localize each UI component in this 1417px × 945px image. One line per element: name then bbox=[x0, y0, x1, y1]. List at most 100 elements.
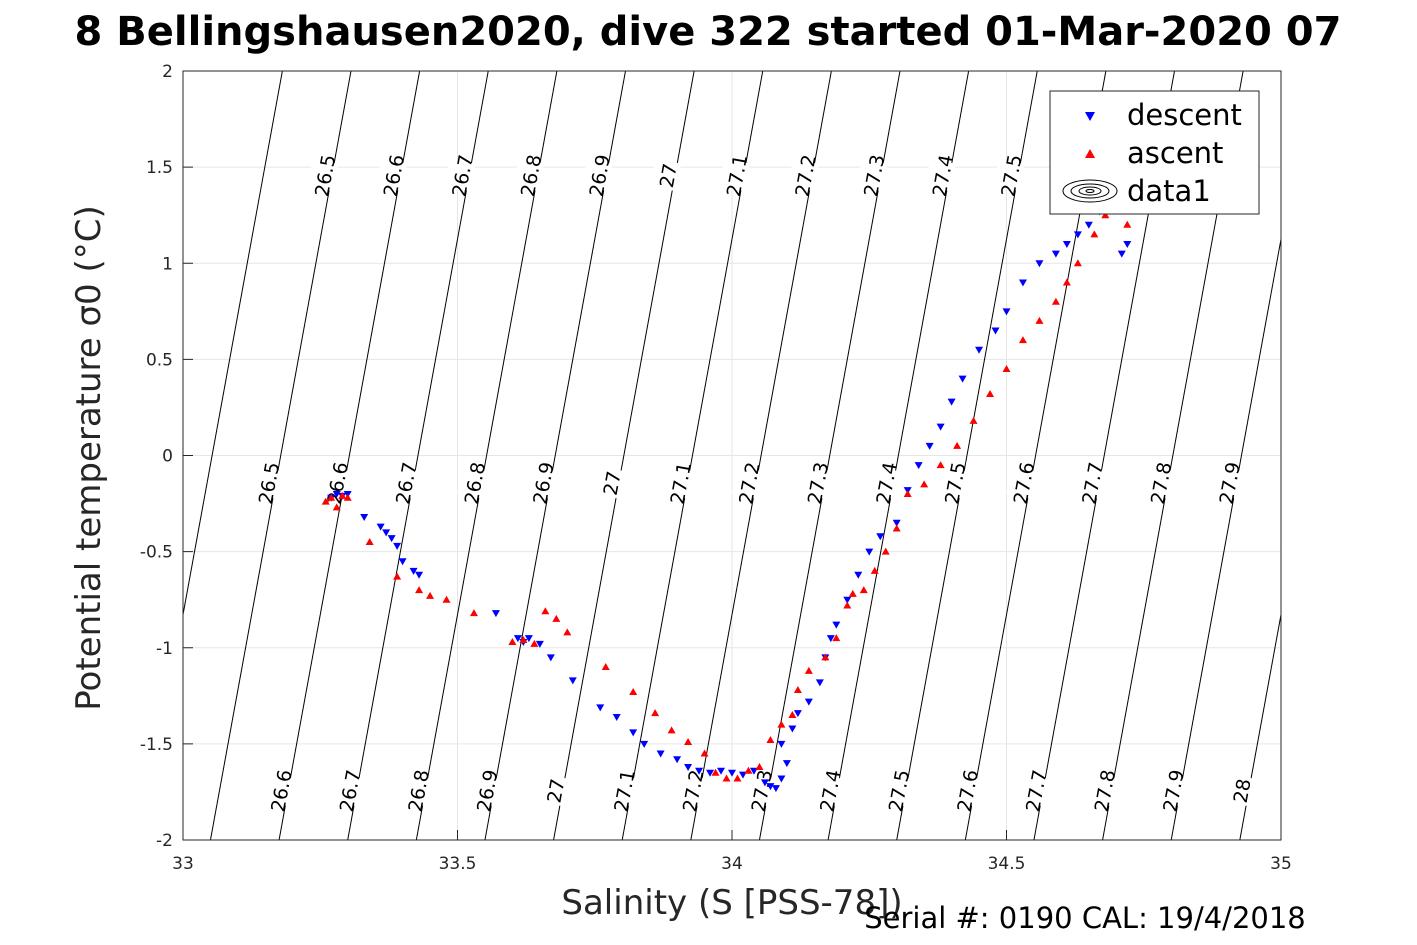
y-axis-label: Potential temperature σ0 (°C) bbox=[69, 205, 109, 711]
contour-label-bg bbox=[388, 466, 420, 499]
contour-label-bg bbox=[949, 774, 981, 807]
ascent-point bbox=[552, 614, 561, 622]
isopycnal-edge bbox=[183, 71, 283, 618]
contour-label-bg bbox=[307, 159, 339, 192]
isopycnal-27.9 bbox=[1170, 236, 1281, 840]
ascent-point bbox=[530, 639, 539, 647]
x-axis-label: Salinity (S [PSS-78]) bbox=[561, 883, 902, 923]
contour-label-bg bbox=[650, 159, 682, 192]
descent-point bbox=[782, 760, 791, 768]
isopycnal-26.6 bbox=[278, 71, 421, 840]
descent-point bbox=[843, 596, 852, 604]
legend-descent-label: descent bbox=[1127, 98, 1242, 132]
ascent-point bbox=[881, 547, 890, 555]
contour-label-bg bbox=[400, 774, 432, 807]
contour-label-bg bbox=[444, 159, 476, 192]
ascent-point bbox=[969, 416, 978, 424]
legend-ascent-label: ascent bbox=[1127, 136, 1223, 170]
descent-point bbox=[914, 462, 923, 470]
isopycnal-27.5 bbox=[896, 71, 1038, 840]
contour-label-bg bbox=[1074, 466, 1106, 499]
descent-point bbox=[925, 442, 934, 450]
y-tick-label: 0 bbox=[162, 447, 173, 467]
descent-point bbox=[728, 769, 736, 777]
ascent-point bbox=[843, 601, 852, 609]
descent-point bbox=[393, 542, 402, 550]
descent-point bbox=[771, 785, 780, 793]
ascent-point bbox=[563, 628, 572, 636]
ascent-point bbox=[343, 493, 352, 501]
ascent-point bbox=[1073, 259, 1082, 267]
descent-point bbox=[876, 533, 885, 541]
ascent-point bbox=[793, 686, 802, 694]
y-tick-label: -1 bbox=[156, 639, 173, 659]
descent-point bbox=[1002, 308, 1011, 316]
contour-label: 27 bbox=[600, 469, 626, 497]
descent-point bbox=[1062, 241, 1071, 249]
contour-label-bg bbox=[538, 774, 569, 807]
x-tick-label: 34 bbox=[721, 854, 743, 874]
contour-label-bg bbox=[1006, 466, 1037, 499]
descent-point bbox=[1117, 250, 1126, 258]
chart-title: 8 Bellingshausen2020, dive 322 started 0… bbox=[75, 9, 1342, 55]
ascent-point bbox=[442, 595, 451, 603]
ascent-point bbox=[936, 461, 945, 469]
serial-calibration-footer: Serial #: 0190 CAL: 19/4/2018 bbox=[864, 901, 1306, 935]
contour-label-bg bbox=[856, 159, 888, 192]
contour-label-bg bbox=[582, 159, 613, 192]
ascent-point bbox=[629, 687, 638, 695]
ascent-point bbox=[744, 766, 753, 774]
ascent-point bbox=[733, 774, 742, 782]
ascent-point bbox=[986, 389, 995, 397]
descent-point bbox=[1035, 260, 1044, 268]
y-tick-label: -1.5 bbox=[140, 735, 173, 755]
descent-point bbox=[936, 423, 945, 431]
ascent-point bbox=[766, 736, 775, 744]
ascent-point bbox=[519, 636, 528, 644]
descent-point bbox=[815, 679, 824, 687]
contour-label-bg bbox=[719, 159, 750, 192]
ascent-point bbox=[700, 749, 709, 757]
contour-label-bg bbox=[469, 774, 501, 807]
isopycnal-27.3 bbox=[758, 71, 901, 840]
ascent-point bbox=[541, 607, 550, 615]
isopycnal-26.7 bbox=[347, 71, 489, 840]
contour-label-bg bbox=[513, 159, 544, 192]
contour-label: 27 bbox=[543, 777, 569, 805]
ascent-point bbox=[338, 491, 347, 499]
descent-point bbox=[793, 710, 802, 718]
descent-point bbox=[826, 635, 835, 643]
contour-label-bg bbox=[1018, 774, 1050, 807]
isopycnal-26.5 bbox=[209, 71, 352, 840]
ascent-point bbox=[327, 493, 336, 501]
x-axis-ticks: 33 33.5 34 34.5 35 bbox=[172, 830, 1292, 874]
ascent-point bbox=[804, 666, 813, 674]
y-tick-label: 2 bbox=[162, 62, 173, 82]
contour-label-bg bbox=[263, 774, 295, 807]
descent-point bbox=[717, 767, 726, 775]
contour-label-bg bbox=[787, 159, 819, 192]
descent-point bbox=[491, 610, 500, 618]
contour-label-bg bbox=[812, 774, 844, 807]
descent-point bbox=[760, 779, 769, 787]
descent-point bbox=[640, 740, 649, 748]
contour-label: 27 bbox=[656, 162, 682, 190]
isopycnal-26.9 bbox=[484, 71, 627, 840]
ascent-point bbox=[832, 634, 841, 642]
data-points bbox=[321, 201, 1132, 793]
descent-point bbox=[1123, 241, 1132, 249]
legend: descent ascent data1 bbox=[1049, 90, 1260, 215]
descent-point bbox=[766, 783, 775, 791]
isopycnal-27.4 bbox=[827, 71, 970, 840]
ascent-point bbox=[777, 720, 786, 728]
contour-labels: 26.5 26.6 26.7 26.8 26.9 27 27.1 27.2 27.3 27.4 27… bbox=[251, 153, 1256, 814]
descent-point bbox=[892, 519, 901, 527]
descent-point bbox=[991, 327, 1000, 335]
ascent-point bbox=[920, 480, 929, 488]
descent-point bbox=[1084, 221, 1093, 229]
descent-point bbox=[535, 640, 544, 648]
ascent-point bbox=[903, 489, 912, 497]
contour-label-bg bbox=[594, 466, 626, 499]
ascent-point bbox=[321, 497, 330, 505]
ascent-point bbox=[1035, 316, 1044, 324]
